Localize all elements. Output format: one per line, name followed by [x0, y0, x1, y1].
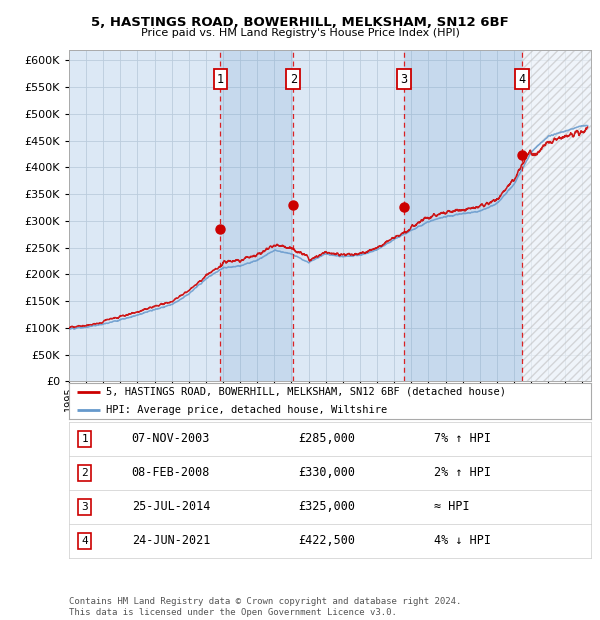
Text: 4: 4	[518, 73, 526, 86]
Text: 5, HASTINGS ROAD, BOWERHILL, MELKSHAM, SN12 6BF: 5, HASTINGS ROAD, BOWERHILL, MELKSHAM, S…	[91, 16, 509, 29]
Text: 5, HASTINGS ROAD, BOWERHILL, MELKSHAM, SN12 6BF (detached house): 5, HASTINGS ROAD, BOWERHILL, MELKSHAM, S…	[106, 386, 506, 397]
Text: 25-JUL-2014: 25-JUL-2014	[131, 500, 210, 513]
Bar	[404, 50, 522, 381]
Text: 7% ↑ HPI: 7% ↑ HPI	[434, 432, 491, 445]
Bar	[220, 50, 293, 381]
Text: 3: 3	[81, 502, 88, 512]
Text: 07-NOV-2003: 07-NOV-2003	[131, 432, 210, 445]
Text: 2: 2	[81, 467, 88, 478]
Bar	[522, 50, 591, 381]
Text: 1: 1	[81, 433, 88, 444]
Text: 08-FEB-2008: 08-FEB-2008	[131, 466, 210, 479]
Text: £330,000: £330,000	[299, 466, 356, 479]
Text: £422,500: £422,500	[299, 534, 356, 547]
Text: Contains HM Land Registry data © Crown copyright and database right 2024.
This d: Contains HM Land Registry data © Crown c…	[69, 598, 461, 617]
Text: 3: 3	[400, 73, 407, 86]
Text: 24-JUN-2021: 24-JUN-2021	[131, 534, 210, 547]
Text: ≈ HPI: ≈ HPI	[434, 500, 470, 513]
Text: £325,000: £325,000	[299, 500, 356, 513]
Text: 1: 1	[217, 73, 224, 86]
Text: Price paid vs. HM Land Registry's House Price Index (HPI): Price paid vs. HM Land Registry's House …	[140, 28, 460, 38]
Text: 2: 2	[290, 73, 297, 86]
Text: HPI: Average price, detached house, Wiltshire: HPI: Average price, detached house, Wilt…	[106, 404, 387, 415]
Text: £285,000: £285,000	[299, 432, 356, 445]
Text: 4: 4	[81, 536, 88, 546]
Text: 4% ↓ HPI: 4% ↓ HPI	[434, 534, 491, 547]
Text: 2% ↑ HPI: 2% ↑ HPI	[434, 466, 491, 479]
